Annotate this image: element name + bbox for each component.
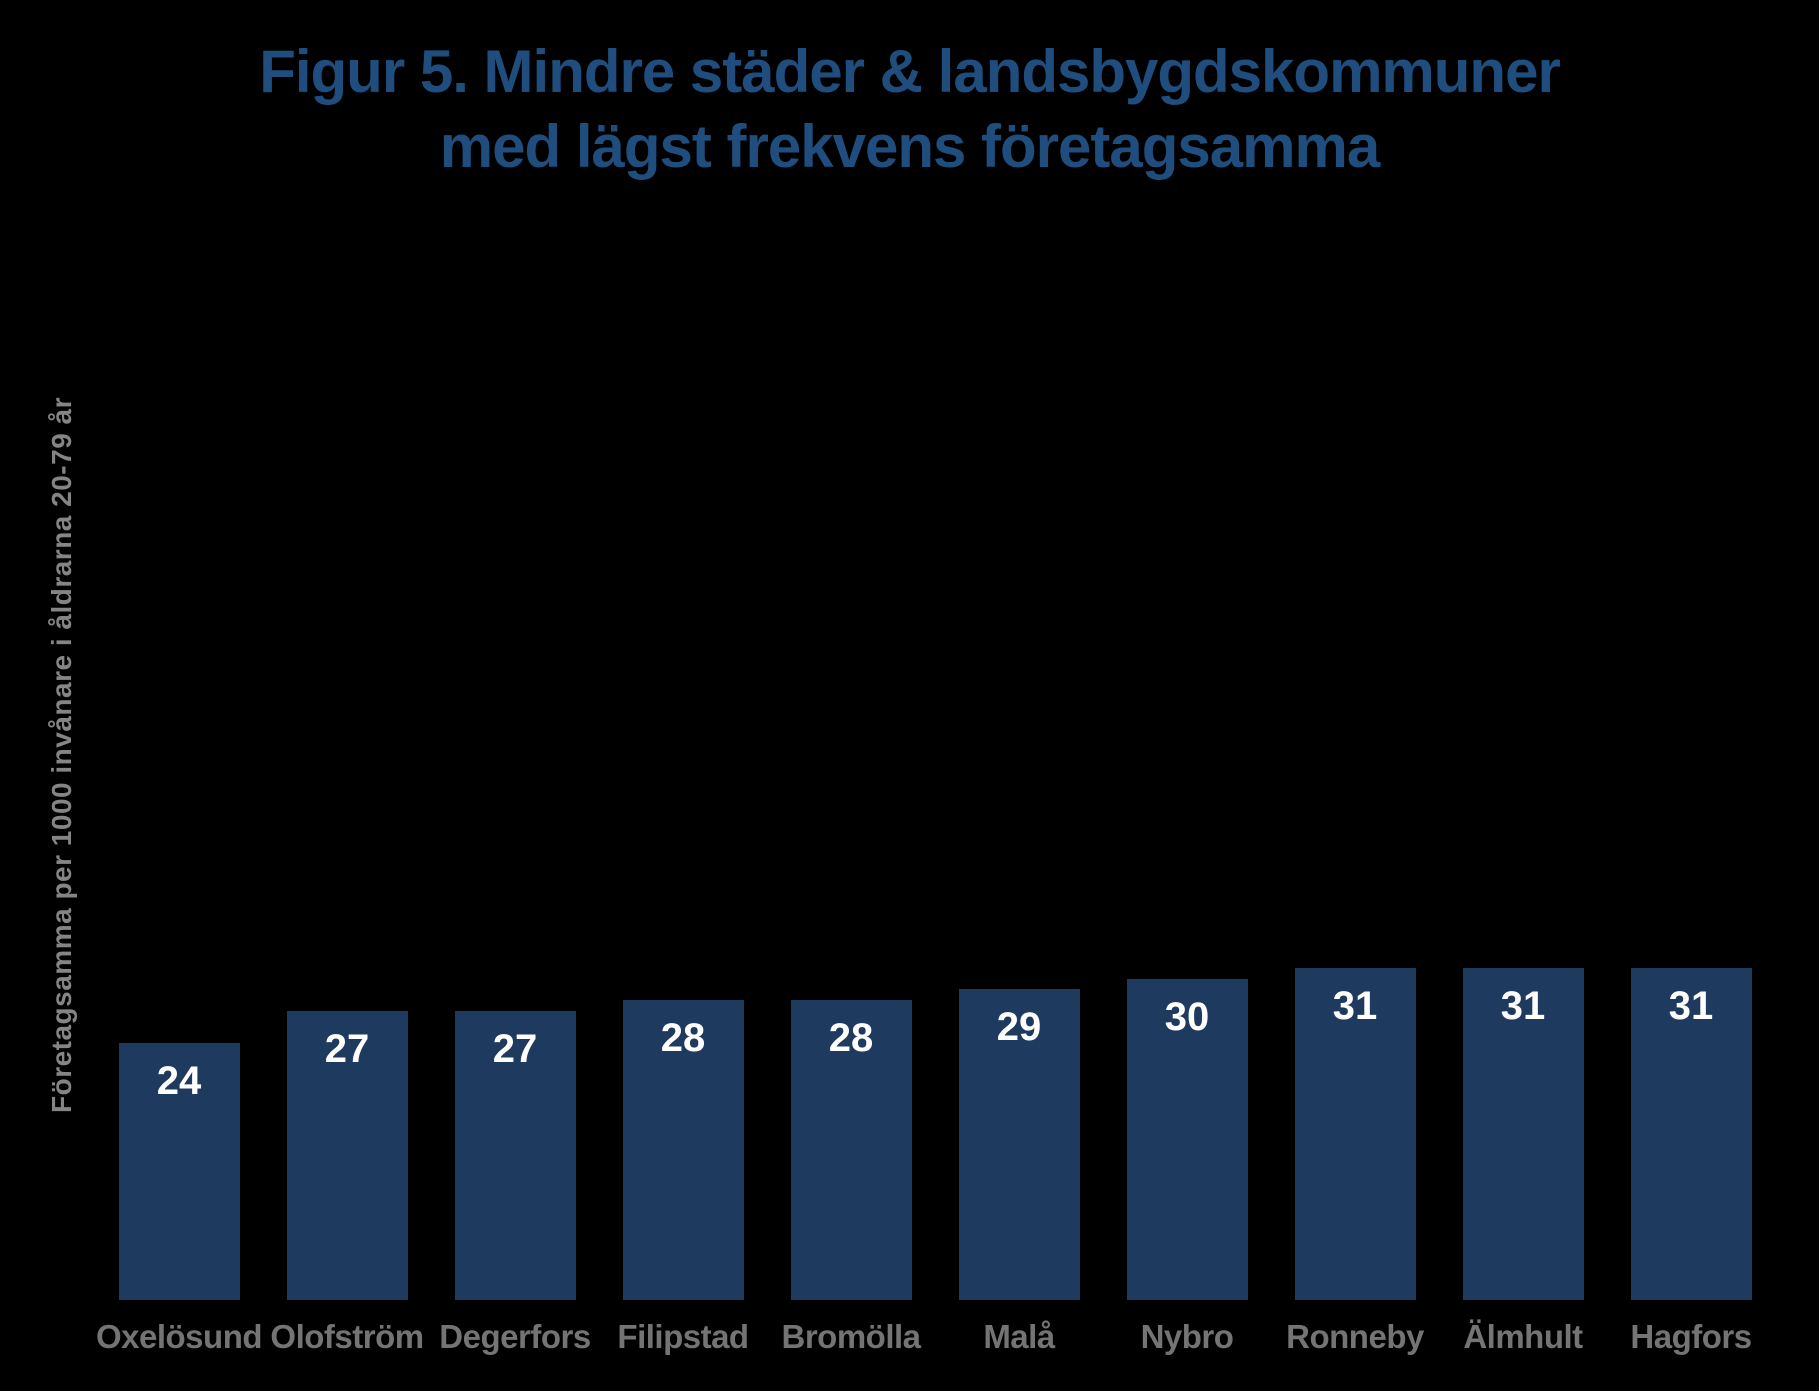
bar-column: 31	[1607, 968, 1775, 1300]
bar-column: 24	[95, 1043, 263, 1300]
bar-value-label: 31	[1500, 984, 1546, 1028]
chart-title: Figur 5. Mindre städer & landsbygdskommu…	[0, 34, 1819, 184]
bar-nybro: 30	[1126, 979, 1248, 1300]
bar-value-label: 24	[156, 1059, 202, 1103]
bar-column: 30	[1103, 979, 1271, 1300]
bar-malå: 29	[958, 989, 1080, 1300]
bar-value-label: 27	[324, 1027, 370, 1071]
bar-value-label: 31	[1332, 984, 1378, 1028]
x-axis-category-label: Bromölla	[781, 1318, 921, 1355]
bar-column: 28	[599, 1000, 767, 1300]
bar-column: 27	[431, 1011, 599, 1300]
bar-column: 29	[935, 989, 1103, 1300]
bar-column: 28	[767, 1000, 935, 1300]
bar-value-label: 30	[1164, 995, 1210, 1039]
bar-column: 31	[1439, 968, 1607, 1300]
x-axis-category-label: Ronneby	[1286, 1318, 1424, 1355]
x-axis-category-label: Älmhult	[1463, 1318, 1583, 1355]
y-axis-label: Företagsamma per 1000 invånare i åldrarn…	[46, 396, 77, 1114]
x-axis-category-label: Olofström	[270, 1318, 424, 1355]
bar-filipstad: 28	[622, 1000, 744, 1300]
x-axis-category-label: Filipstad	[617, 1318, 749, 1355]
plot-area: 24 27 27 28 28 29 30 31 31 31	[95, 0, 1775, 1300]
bar-olofström: 27	[286, 1011, 408, 1300]
bar-column: 27	[263, 1011, 431, 1300]
x-axis-category-label: Oxelösund	[95, 1318, 263, 1355]
x-axis-category-label: Nybro	[1140, 1318, 1234, 1355]
bar-column: 31	[1271, 968, 1439, 1300]
x-axis-category-label: Degerfors	[439, 1318, 591, 1355]
bar-value-label: 27	[492, 1027, 538, 1071]
chart-title-line1: Figur 5. Mindre städer & landsbygdskommu…	[259, 38, 1561, 105]
bar-value-label: 31	[1668, 984, 1714, 1028]
chart-title-line2: med lägst frekvens företagsamma	[439, 113, 1380, 180]
bar-value-label: 28	[828, 1016, 874, 1060]
bar-value-label: 29	[996, 1005, 1042, 1049]
bar-value-label: 28	[660, 1016, 706, 1060]
x-axis-category-label: Malå	[983, 1318, 1055, 1355]
bar-oxelösund: 24	[118, 1043, 240, 1300]
x-axis-labels: Oxelösund Olofström Degerfors Filipstad Brom…	[95, 1318, 1775, 1356]
bar-degerfors: 27	[454, 1011, 576, 1300]
bar-bromölla: 28	[790, 1000, 912, 1300]
bar-hagfors: 31	[1630, 968, 1752, 1300]
x-axis-category-label: Hagfors	[1630, 1318, 1752, 1355]
bar-ronneby: 31	[1294, 968, 1416, 1300]
bar-älmhult: 31	[1462, 968, 1584, 1300]
